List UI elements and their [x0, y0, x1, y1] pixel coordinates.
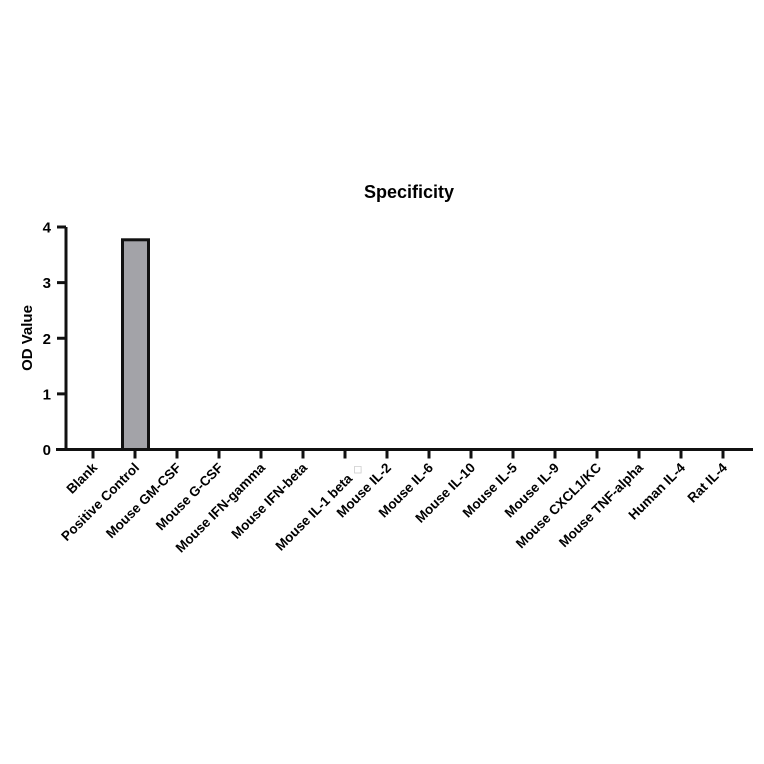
- y-axis-ticks: 0 1 2 3 4: [43, 220, 66, 459]
- bar-positive-control: [121, 238, 150, 451]
- y-axis-label: OD Value: [19, 305, 36, 371]
- y-tick-label: 4: [43, 220, 52, 237]
- diamond-glyph-icon: ◇: [348, 460, 366, 478]
- x-category-label: Blank: [64, 460, 101, 497]
- y-tick-label: 1: [43, 386, 51, 403]
- axes: [56, 227, 753, 451]
- y-tick-label: 3: [43, 275, 51, 292]
- y-tick-label: 2: [43, 331, 51, 348]
- x-axis-ticks: [91, 449, 725, 459]
- y-tick-label: 0: [43, 442, 51, 459]
- x-category-label: Rat IL-4: [685, 460, 731, 506]
- x-category-label: Mouse GM-CSF: [103, 460, 184, 541]
- chart-title: Specificity: [364, 182, 454, 202]
- x-category-label: Positive Control: [58, 460, 142, 544]
- bars: [121, 238, 150, 451]
